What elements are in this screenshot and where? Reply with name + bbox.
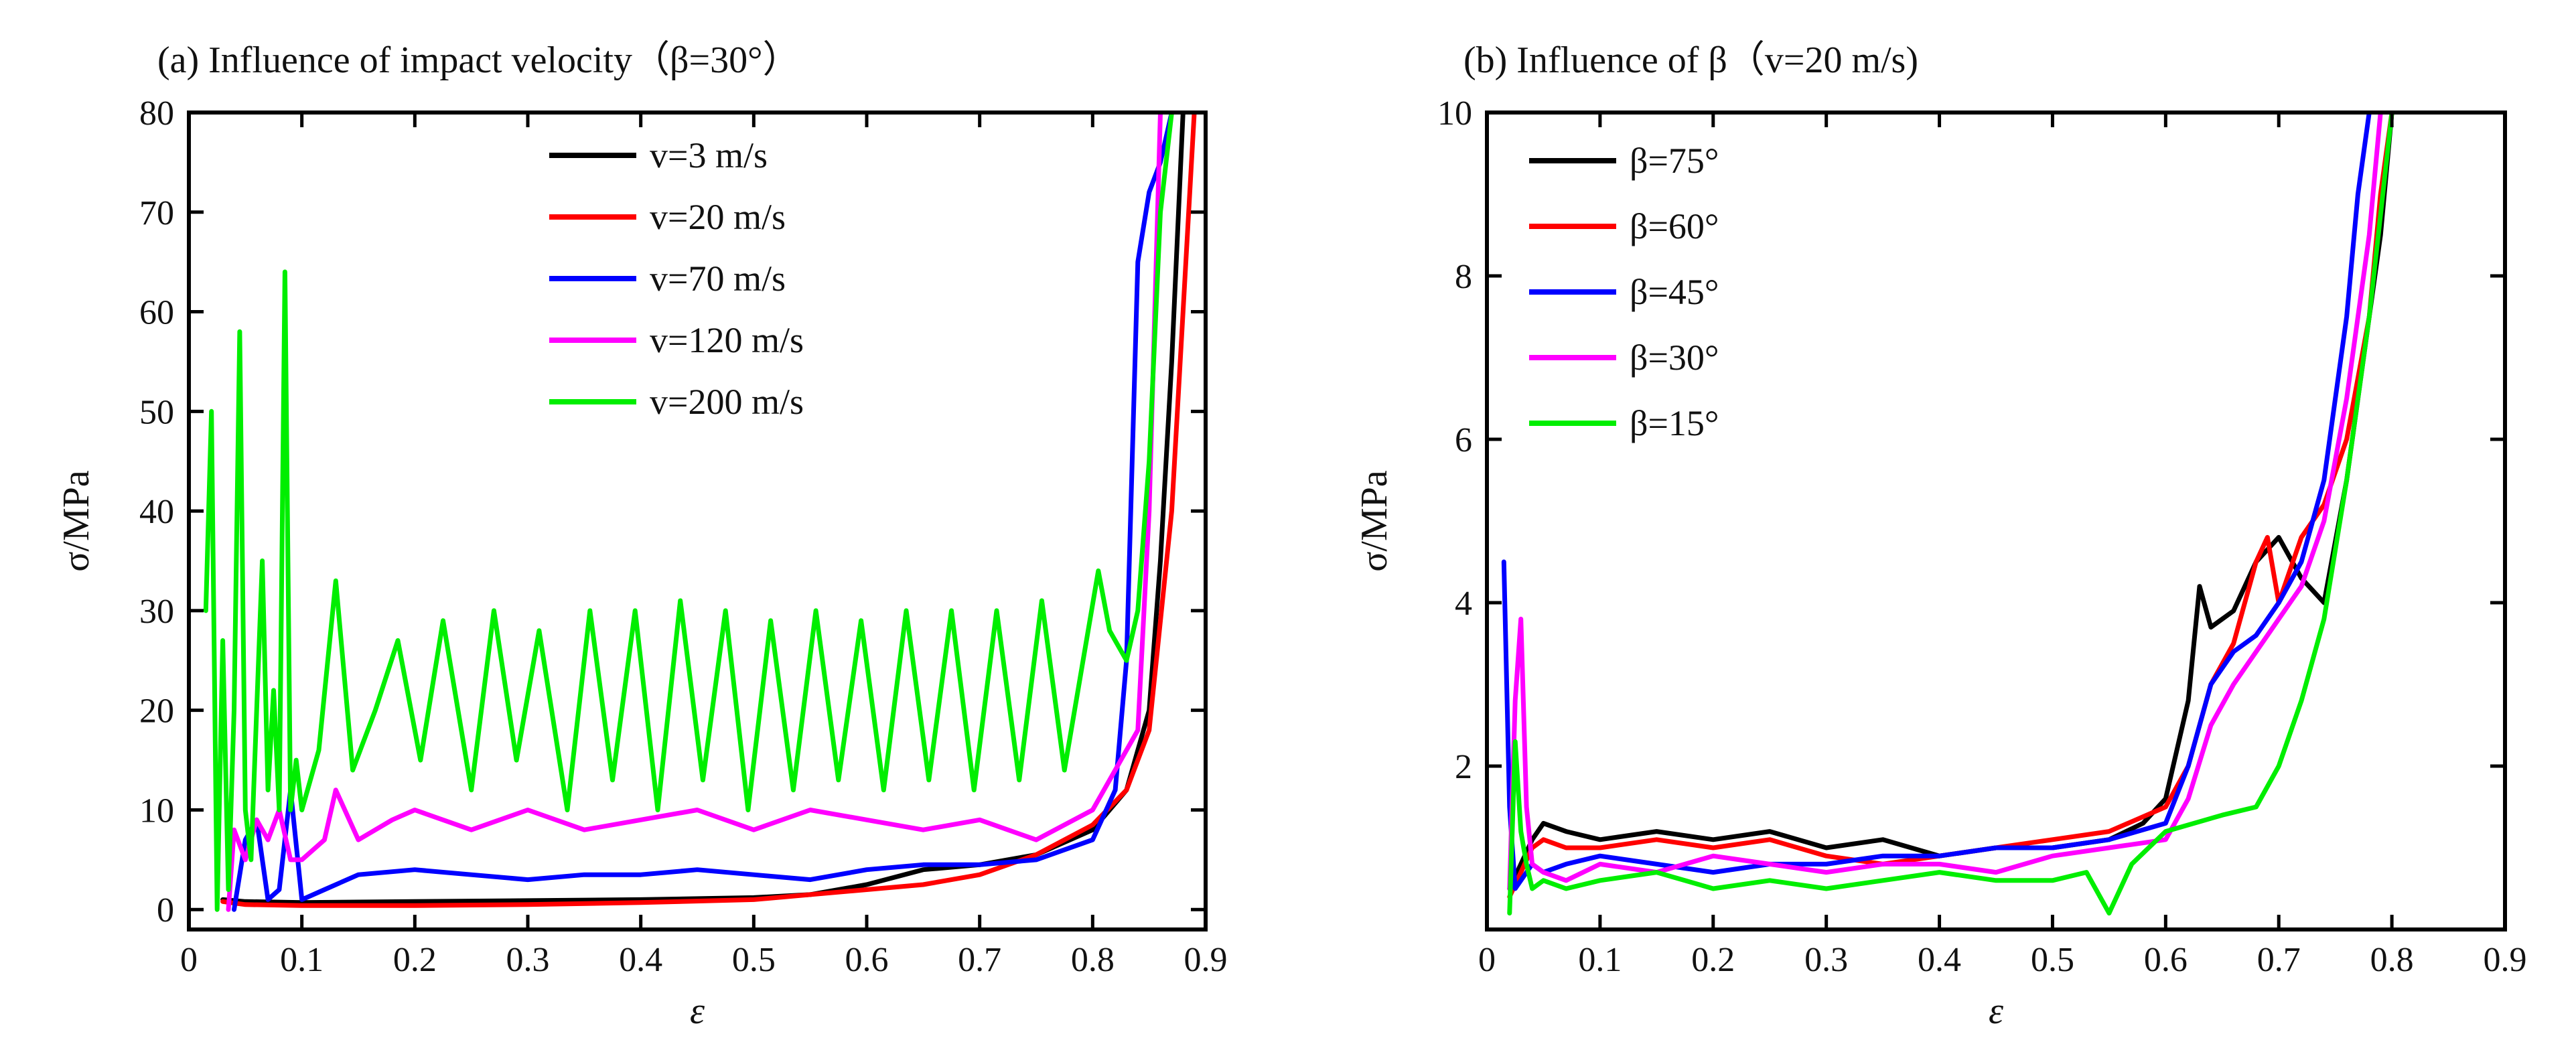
x-axis-label: ε: [690, 990, 705, 1032]
y-tick-label: 30: [139, 593, 174, 631]
x-tick-label: 0: [180, 941, 198, 979]
y-tick-label: 60: [139, 294, 174, 332]
x-tick-label: 0.3: [1804, 941, 1848, 979]
y-tick-label: 50: [139, 393, 174, 431]
x-tick-label: 0.6: [2144, 941, 2188, 979]
legend-label-1: v=20 m/s: [650, 197, 786, 237]
x-tick-label: 0.5: [2031, 941, 2074, 979]
x-tick-label: 0.7: [2257, 941, 2301, 979]
x-tick-label: 0.4: [619, 941, 662, 979]
legend-label-3: β=30°: [1630, 338, 1719, 378]
y-tick-label: 0: [157, 891, 174, 929]
x-tick-label: 0: [1478, 941, 1496, 979]
y-tick-label: 2: [1455, 748, 1472, 786]
x-tick-label: 0.5: [732, 941, 776, 979]
x-tick-label: 0.9: [2484, 941, 2527, 979]
series-line-4: [1507, 113, 2394, 916]
y-tick-label: 6: [1455, 421, 1472, 459]
x-tick-label: 0.7: [958, 941, 1001, 979]
panel-b-title: (b) Influence of β（v=20 m/s): [1463, 40, 1918, 81]
legend: β=75° β=60° β=45° β=30° β=15°: [1529, 141, 1719, 443]
legend-label-1: β=60°: [1630, 206, 1719, 246]
legend-label-3: v=120 m/s: [650, 320, 804, 360]
y-tick-label: 10: [139, 792, 174, 830]
y-tick-label: 8: [1455, 258, 1472, 296]
y-tick-label: 10: [1437, 94, 1472, 133]
plot-area: [1501, 113, 2394, 916]
x-tick-label: 0.3: [506, 941, 550, 979]
y-tick-label: 70: [139, 194, 174, 232]
legend-label-0: β=75°: [1630, 141, 1719, 181]
x-tick-label: 0.1: [1578, 941, 1622, 979]
x-tick-label: 0.2: [1691, 941, 1735, 979]
y-tick-label: 40: [139, 493, 174, 531]
y-tick-label: 20: [139, 692, 174, 731]
x-axis-label: ε: [1989, 990, 2004, 1032]
y-axis-label: σ/MPa: [56, 470, 97, 572]
series-line-4: [203, 113, 1174, 912]
x-tick-label: 0.8: [1071, 941, 1115, 979]
plot-area: [203, 113, 1197, 912]
legend-label-2: v=70 m/s: [650, 258, 786, 299]
panel-a-title: (a) Influence of impact velocity（β=30°）: [157, 40, 800, 81]
legend: v=3 m/s v=20 m/s v=70 m/s v=120 m/s v=200 m/…: [549, 135, 804, 422]
x-tick-label: 0.2: [393, 941, 437, 979]
legend-label-4: v=200 m/s: [650, 382, 804, 422]
plot-frame: [187, 110, 1208, 931]
plot-frame: [1485, 110, 2507, 931]
series-line-3: [226, 113, 1163, 912]
legend-label-2: β=45°: [1630, 272, 1719, 312]
y-tick-label: 4: [1455, 585, 1472, 623]
x-tick-label: 0.1: [280, 941, 324, 979]
legend-label-0: v=3 m/s: [650, 135, 768, 175]
series-line-0: [220, 113, 1186, 905]
series-line-1: [220, 113, 1197, 908]
y-tick-label: 80: [139, 94, 174, 133]
series-line-3: [1507, 113, 2383, 891]
x-tick-label: 0.4: [1918, 941, 1961, 979]
legend-label-4: β=15°: [1630, 403, 1719, 443]
x-tick-label: 0.9: [1184, 941, 1228, 979]
y-axis-label: σ/MPa: [1354, 470, 1395, 572]
panel-a-chart: (a) Influence of impact velocity（β=30°） …: [56, 40, 1228, 1032]
panel-b-chart: (b) Influence of β（v=20 m/s) 0 0.1 0.2 0.3 0…: [1354, 40, 2527, 1032]
x-tick-label: 0.8: [2370, 941, 2414, 979]
x-tick-label: 0.6: [845, 941, 889, 979]
